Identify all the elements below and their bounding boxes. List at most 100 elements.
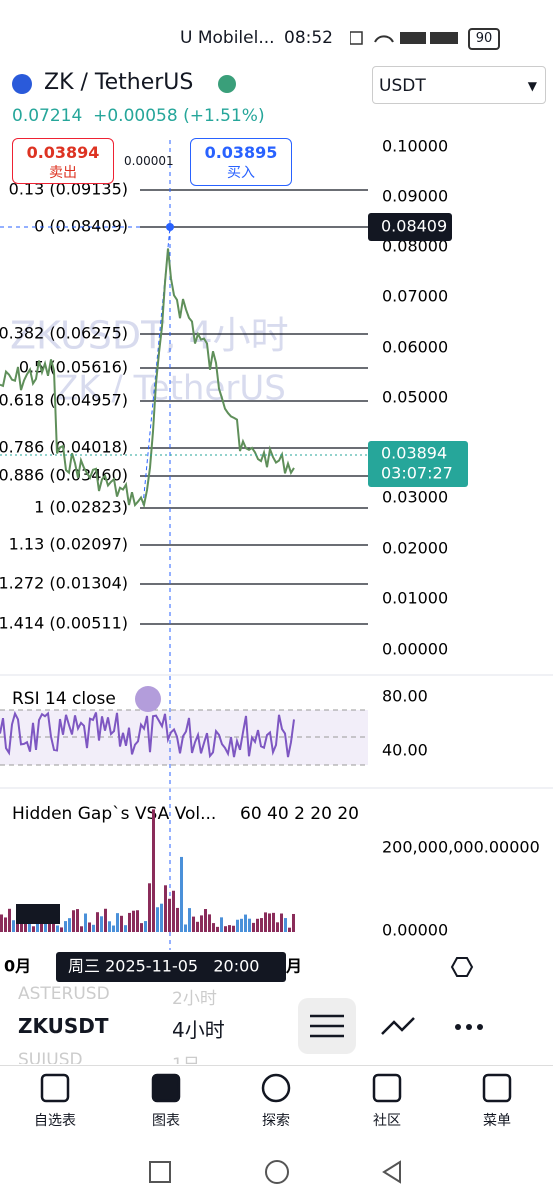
nav-label: 自选表 bbox=[34, 1113, 76, 1129]
nav-icon bbox=[482, 1073, 512, 1103]
volume-bar bbox=[144, 921, 147, 932]
price-axis-label: 0.05000 bbox=[382, 388, 448, 407]
price-axis-label: 0.10000 bbox=[382, 137, 448, 156]
volume-bar bbox=[104, 908, 107, 932]
volume-bar bbox=[80, 926, 83, 932]
volume-bar bbox=[176, 907, 179, 932]
nav-item[interactable]: 图表 bbox=[126, 1072, 206, 1130]
volume-bar bbox=[220, 917, 223, 932]
prev-interval: 2小时 bbox=[172, 989, 217, 1009]
volume-bar bbox=[8, 908, 11, 932]
volume-bar bbox=[124, 925, 127, 932]
volume-bar bbox=[264, 912, 267, 932]
nav-label: 社区 bbox=[373, 1113, 401, 1129]
volume-bar bbox=[284, 918, 287, 932]
volume-bar bbox=[56, 925, 59, 932]
nav-item[interactable]: 社区 bbox=[347, 1072, 427, 1130]
volume-bar bbox=[196, 921, 199, 932]
volume-bar bbox=[216, 926, 219, 932]
price-axis-label: 0.03000 bbox=[382, 488, 448, 507]
volume-bar bbox=[268, 913, 271, 932]
fib-label: 1.414 (0.00511) bbox=[0, 614, 128, 633]
volume-bar bbox=[260, 918, 263, 932]
volume-bar bbox=[248, 918, 251, 932]
volume-bar bbox=[140, 923, 143, 932]
volume-bar bbox=[108, 921, 111, 932]
volume-bar bbox=[232, 925, 235, 932]
countdown: 03:07:27 bbox=[381, 464, 453, 483]
volume-bar bbox=[228, 925, 231, 932]
nav-item[interactable]: 菜单 bbox=[457, 1072, 537, 1130]
volume-bar bbox=[288, 927, 291, 932]
fib-label: 1.272 (0.01304) bbox=[0, 574, 128, 593]
price-axis-label: 0.02000 bbox=[382, 539, 448, 558]
volume-bar bbox=[204, 909, 207, 932]
chart-area: 0.10000 0.09000 0.08000 0.07000 0.06000 0.050… bbox=[0, 137, 553, 982]
time-cursor-bg bbox=[56, 952, 286, 982]
volume-bar bbox=[40, 921, 43, 932]
volume-bar bbox=[240, 918, 243, 932]
volume-bar bbox=[156, 907, 159, 932]
nav-item[interactable]: 自选表 bbox=[15, 1072, 95, 1130]
volume-bar bbox=[180, 856, 183, 932]
last-price: 0.03894 bbox=[381, 444, 447, 463]
coin-icon bbox=[12, 74, 32, 94]
volume-bar bbox=[136, 910, 139, 932]
volume-bar bbox=[88, 922, 91, 932]
fib-anchor bbox=[166, 223, 174, 231]
volume-bar bbox=[212, 923, 215, 932]
fib-label: 0 (0.08409) bbox=[34, 217, 128, 236]
volume-bar bbox=[292, 913, 295, 932]
carrier: U Mobilel... bbox=[180, 28, 275, 48]
volume-bar bbox=[68, 918, 71, 932]
price-axis-label: 0.01000 bbox=[382, 589, 448, 608]
volume-bar bbox=[256, 918, 259, 932]
volume-bar bbox=[84, 913, 87, 932]
nav-icon bbox=[261, 1073, 291, 1103]
currency-select[interactable]: USDT ▼ bbox=[372, 66, 546, 104]
tv-logo-mark bbox=[16, 904, 60, 924]
symbol[interactable]: ZKUSDT bbox=[18, 1014, 109, 1038]
volume-bar bbox=[52, 923, 55, 932]
fib-label: 0.618 (0.04957) bbox=[0, 391, 128, 410]
price-axis-label: 0.07000 bbox=[382, 287, 448, 306]
fib-label: 1.13 (0.02097) bbox=[9, 535, 128, 554]
market-status bbox=[218, 75, 236, 93]
nav-label: 探索 bbox=[262, 1113, 290, 1129]
tool-icons[interactable] bbox=[380, 1012, 510, 1042]
volume-bar bbox=[200, 915, 203, 932]
volume-bar bbox=[208, 914, 211, 932]
buy-button[interactable]: 0.03895 买入 bbox=[190, 138, 292, 186]
menu-button[interactable] bbox=[298, 998, 356, 1054]
volume-bar bbox=[224, 926, 227, 932]
fib-label: 0.382 (0.06275) bbox=[0, 324, 128, 343]
volume-bar bbox=[100, 916, 103, 932]
price: 0.07214 bbox=[12, 106, 83, 126]
volume-bar bbox=[120, 915, 123, 932]
volume-bar bbox=[280, 913, 283, 932]
sell-button[interactable]: 0.03894 卖出 bbox=[12, 138, 114, 184]
nav-item[interactable]: 探索 bbox=[236, 1072, 316, 1130]
nav-icon bbox=[40, 1073, 70, 1103]
change: +0.00058 bbox=[93, 106, 178, 126]
volume-bar bbox=[188, 908, 191, 932]
prev-symbol: ASTERUSD bbox=[18, 984, 110, 1004]
interval[interactable]: 4小时 bbox=[172, 1018, 225, 1042]
change-pct: (+1.51%) bbox=[183, 106, 265, 126]
volume-bar bbox=[184, 924, 187, 932]
price-axis-label: 0.00000 bbox=[382, 640, 448, 659]
next-symbol: SUIUSD bbox=[18, 1050, 83, 1064]
price-axis-label: 0.06000 bbox=[382, 338, 448, 357]
volume-bar bbox=[192, 916, 195, 932]
volume-title: Hidden Gap`s VSA Vol... bbox=[12, 804, 216, 824]
volume-bar bbox=[132, 910, 135, 932]
high-label: 0.08409 bbox=[381, 217, 447, 236]
symbol-title[interactable]: ZK / TetherUS bbox=[44, 70, 194, 95]
sell-label: 卖出 bbox=[49, 165, 77, 181]
time: 08:52 bbox=[284, 28, 333, 48]
volume-bar bbox=[160, 903, 163, 932]
nav-label: 图表 bbox=[152, 1113, 180, 1129]
volume-bar bbox=[272, 912, 275, 932]
last-price-bg bbox=[368, 441, 468, 487]
